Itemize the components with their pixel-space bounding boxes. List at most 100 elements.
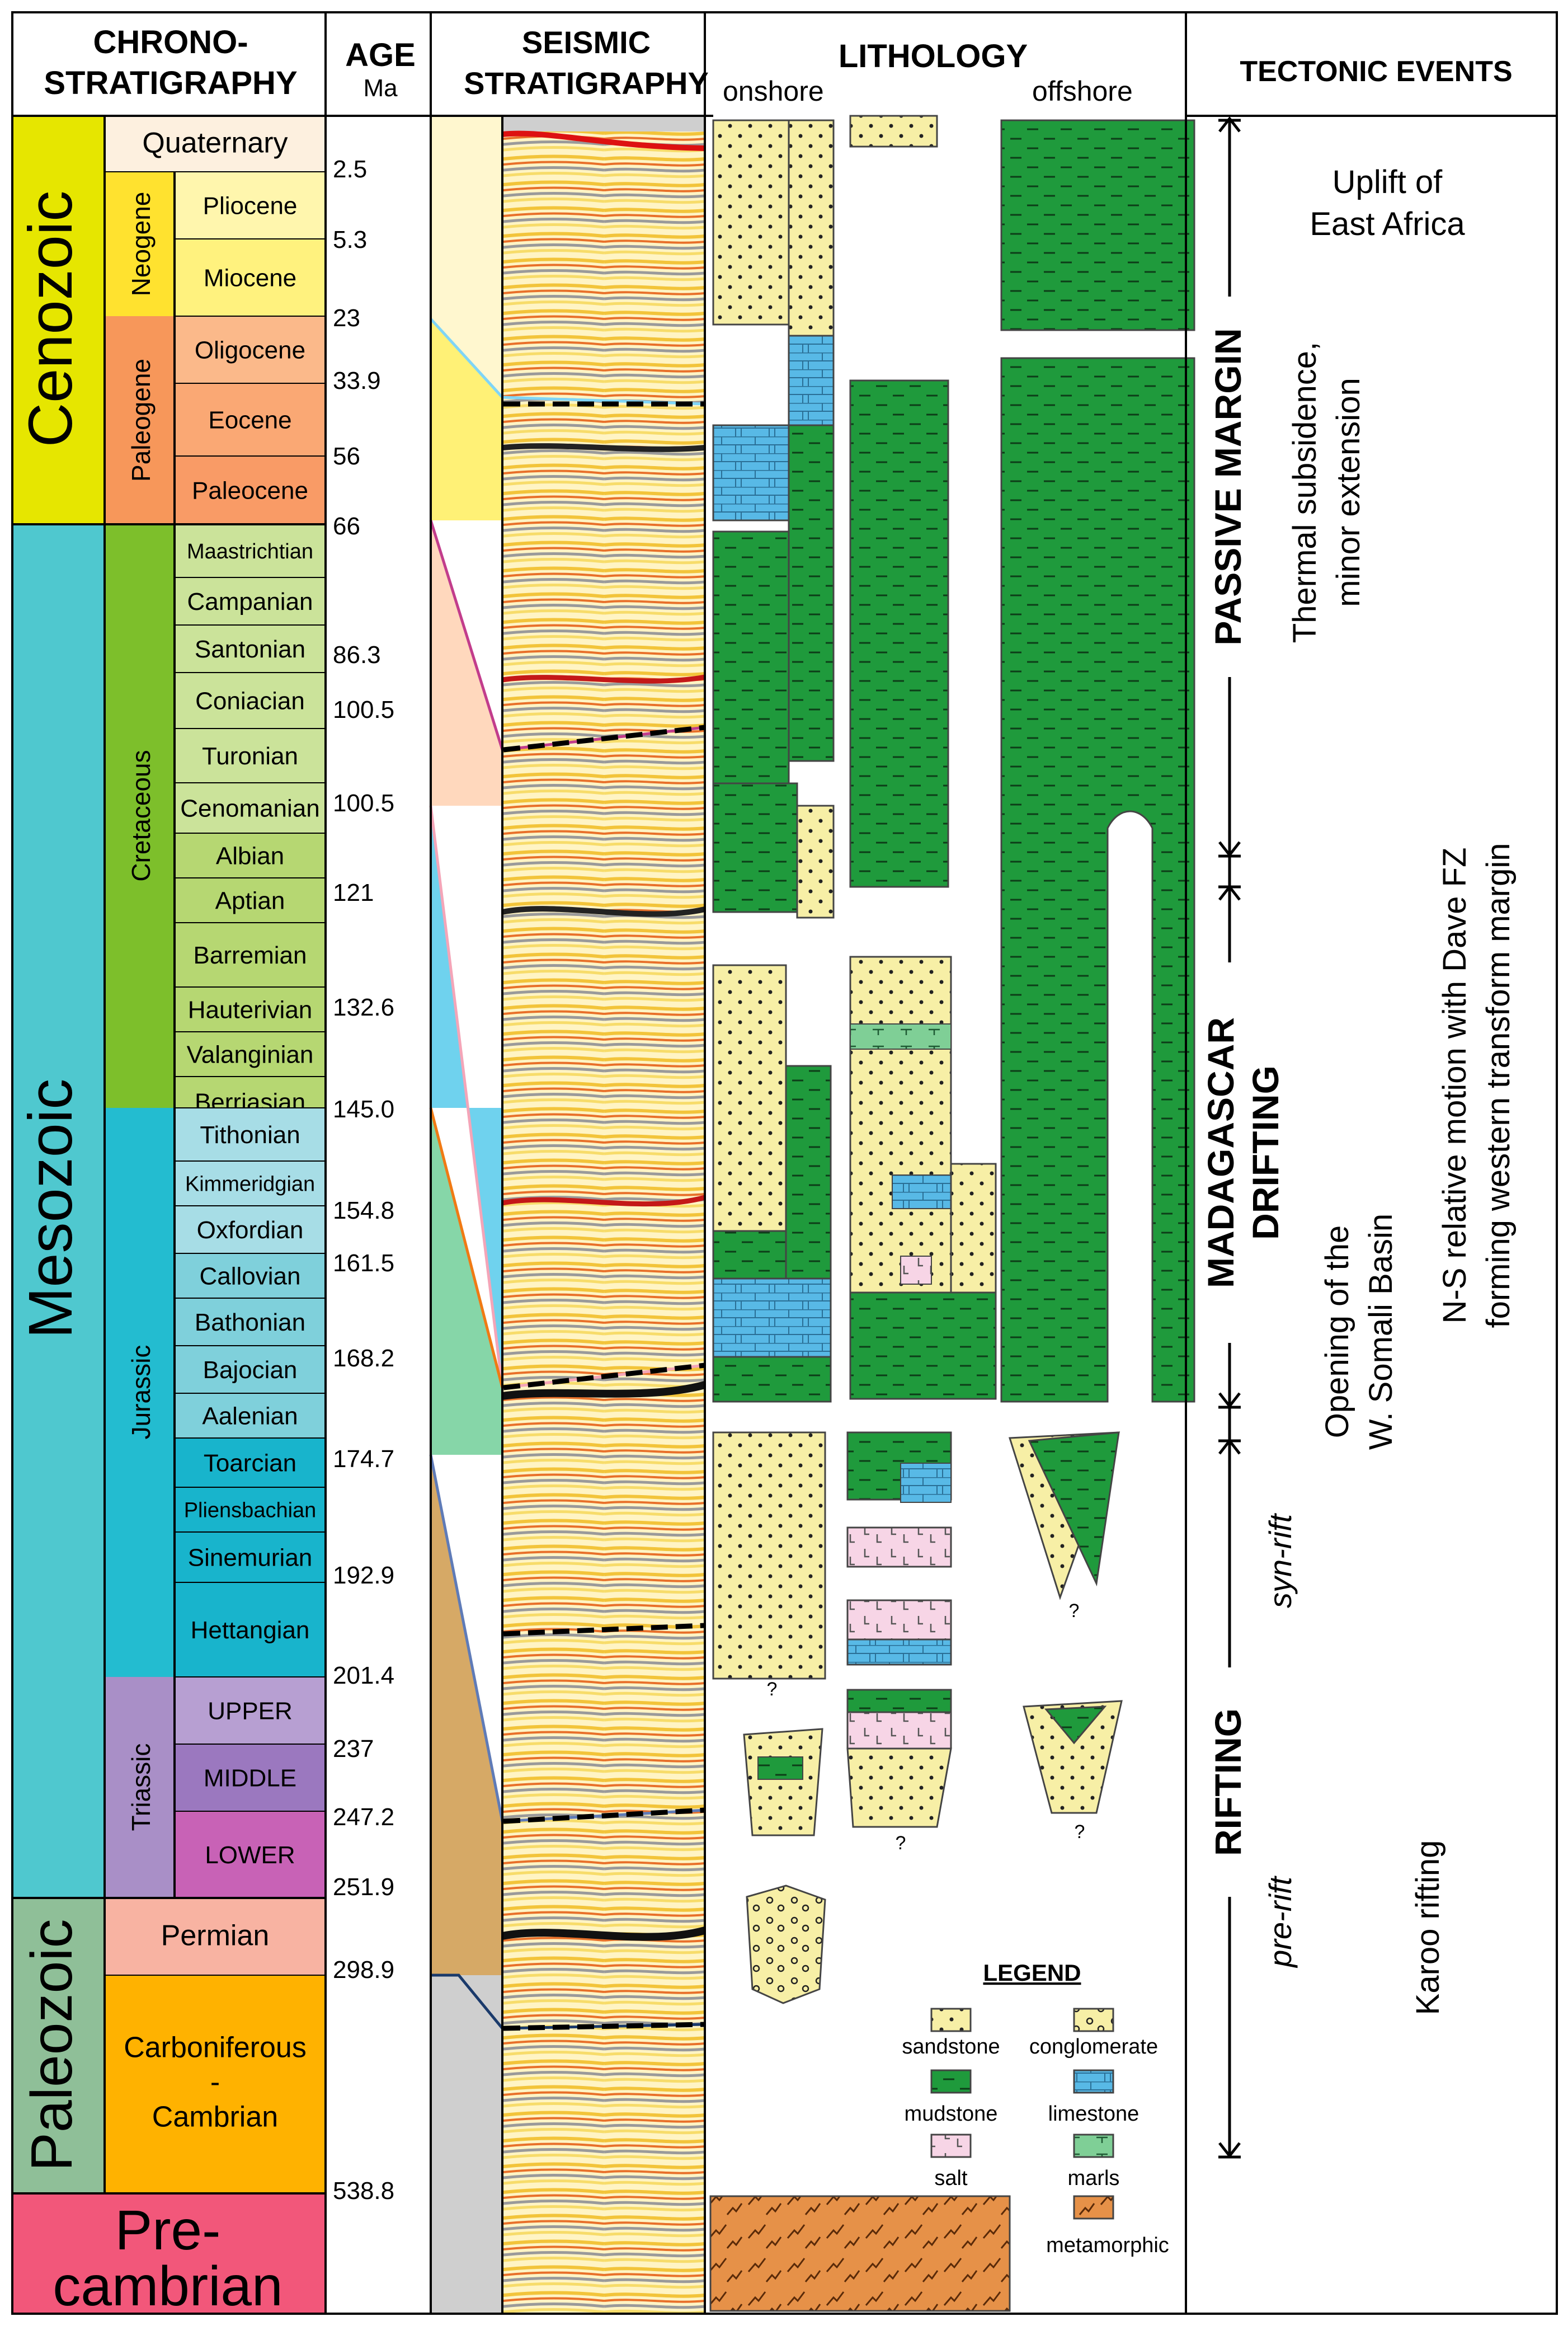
legend-label-metamorphic: metamorphic — [1046, 2234, 1169, 2257]
stage-label: Oligocene — [195, 336, 305, 364]
litho-mid-mud-2 — [849, 1291, 997, 1400]
age-label: 23 — [333, 304, 360, 332]
seismic-column — [429, 116, 706, 2314]
period-cretaceous-label: Cretaceous — [126, 750, 156, 881]
litho-onshore-sand-5 — [712, 1431, 826, 1680]
seafloor-reflector — [502, 130, 705, 151]
stage-box — [174, 877, 326, 923]
arrowhead-top — [1218, 116, 1241, 133]
age-label: 100.5 — [333, 696, 394, 723]
stages: Quaternary Pliocene Miocene Oligocene Eocene… — [104, 115, 326, 2194]
stage-label: Hettangian — [191, 1617, 310, 1644]
litho-offshore-sand-2 — [1023, 1700, 1123, 1814]
age-label: 86.3 — [333, 641, 381, 669]
stage-label: Santonian — [195, 636, 305, 663]
age-label: 145.0 — [333, 1096, 394, 1123]
stage-label: Barremian — [194, 942, 307, 969]
seismic-unit-triassic — [431, 1455, 502, 1975]
strong-reflector-4 — [502, 1195, 706, 1207]
age-label: 237 — [333, 1735, 374, 1763]
header-onshore: onshore — [723, 76, 824, 107]
period-jurassic — [105, 1108, 175, 1677]
age-label: 192.9 — [333, 1562, 394, 1589]
seismic-unit-cenozoic-lower — [431, 319, 502, 520]
stage-label: Coniacian — [195, 687, 305, 715]
grid — [11, 11, 1558, 2315]
strong-reflector-2 — [502, 674, 705, 684]
seismic-unit-basement — [431, 1975, 502, 2314]
stage-label: Eocene — [208, 406, 291, 434]
age-label: 247.2 — [333, 1803, 394, 1831]
era-precambrian-label-2: cambrian — [53, 2255, 282, 2318]
stage-box — [174, 1393, 326, 1439]
stage-box — [174, 316, 326, 384]
litho-mid-sand-2 — [849, 956, 952, 1294]
litho-onshore-sand-6 — [743, 1728, 823, 1836]
stage-label: Quaternary — [142, 126, 288, 159]
litho-offshore-mud-3 — [1028, 1431, 1120, 1587]
stage-box — [174, 1345, 326, 1394]
header-age: AGE — [345, 37, 416, 73]
litho-onshore-sand-3 — [796, 805, 835, 919]
question-mark-4: ? — [1075, 1821, 1085, 1843]
age-label: 161.5 — [333, 1249, 394, 1277]
age-label: 168.2 — [333, 1345, 394, 1372]
age-label: 298.9 — [333, 1956, 394, 1984]
stage-label: Valanginian — [187, 1041, 314, 1068]
stage-label: Bajocian — [203, 1356, 298, 1384]
age-label: 251.9 — [333, 1873, 394, 1901]
era-mesozoic-label: Mesozoic — [16, 1079, 85, 1339]
label-bg-drifting — [1203, 962, 1270, 1343]
stage-box — [174, 1298, 326, 1346]
legend-label-marls: marls — [1068, 2167, 1120, 2190]
strong-reflector-3 — [502, 906, 706, 917]
dashed-horizon-5 — [503, 1807, 705, 1824]
litho-mid-marl-1 — [850, 1023, 952, 1050]
seismic-unit-cenozoic-upper — [431, 116, 502, 397]
litho-offshore-mud-1 — [1000, 119, 1195, 331]
stage-box — [174, 1676, 326, 1745]
legend: LEGEND sandstone conglomerate mudstone l… — [902, 1960, 1169, 2257]
litho-mid-salt-4 — [846, 1711, 952, 1750]
dashed-horizon-4 — [503, 1623, 705, 1637]
tectonic-drifting-2: DRIFTING — [1245, 1065, 1286, 1240]
tectonic-rifting: RIFTING — [1207, 1708, 1249, 1856]
age-label: 201.4 — [333, 1662, 394, 1689]
stage-label: Sinemurian — [188, 1544, 313, 1571]
header-age-unit: Ma — [363, 74, 398, 102]
stage-label: UPPER — [208, 1697, 293, 1724]
litho-onshore-mud-3 — [712, 782, 798, 913]
litho-mid-salt-1 — [900, 1256, 932, 1285]
litho-mid-salt-2 — [846, 1526, 952, 1568]
stage-label: Oxfordian — [197, 1216, 304, 1244]
litho-onshore-lime-1 — [788, 335, 835, 432]
litho-offshore-mud-2 — [1000, 357, 1195, 1403]
stage-label: Callovian — [200, 1262, 301, 1290]
legend-label-mudstone: mudstone — [905, 2102, 998, 2126]
stage-label: Maastrichtian — [187, 540, 313, 563]
tectonic-column: PASSIVE MARGIN MADAGASCAR DRIFTING RIFTI… — [1200, 116, 1517, 2159]
legend-swatch-sandstone — [930, 2008, 972, 2032]
period-paleogene — [105, 316, 175, 524]
strong-reflector-1 — [502, 443, 705, 452]
legend-label-limestone: limestone — [1048, 2102, 1139, 2126]
period-triassic-label: Triassic — [126, 1744, 156, 1831]
litho-onshore-mud-1 — [788, 424, 835, 762]
age-label: 100.5 — [333, 790, 394, 817]
header-tectonic: TECTONIC EVENTS — [1240, 55, 1512, 88]
tectonic-ns-2: forming western transform margin — [1480, 843, 1517, 1328]
period-paleogene-label: Paleogene — [126, 359, 156, 482]
stage-label: Permian — [161, 1919, 270, 1952]
stage-label: Cenomanian — [180, 795, 320, 822]
legend-swatch-mudstone — [930, 2069, 972, 2094]
header: CHRONO- STRATIGRAPHY AGE Ma SEISMIC STRA… — [44, 24, 1512, 107]
stage-box — [174, 577, 326, 626]
stage-label: Albian — [216, 842, 284, 870]
stage-label: Aalenian — [202, 1402, 298, 1430]
period-cretaceous — [105, 524, 175, 1108]
era-precambrian-label-1: Pre- — [115, 2199, 221, 2262]
stage-box — [174, 455, 326, 525]
litho-mid-mud-1 — [849, 379, 949, 888]
label-bg-passive — [1208, 297, 1251, 677]
